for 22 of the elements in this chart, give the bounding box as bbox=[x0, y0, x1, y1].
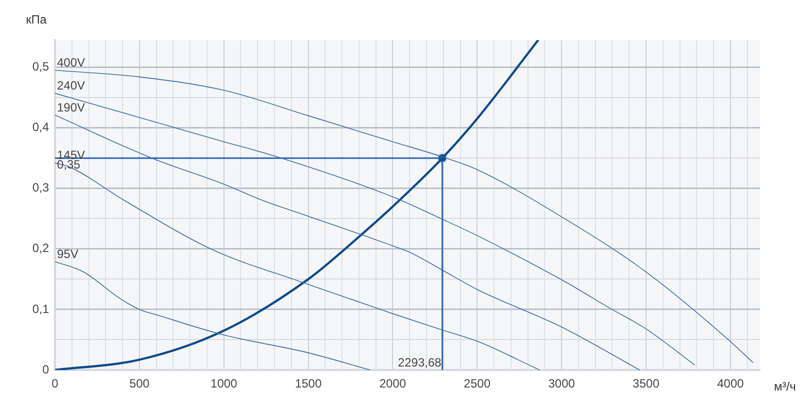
x-tick-label: 0 bbox=[52, 376, 59, 390]
y-axis-title: кПа bbox=[26, 12, 47, 26]
series-label: 400V bbox=[57, 56, 86, 70]
y-tick-label: 0 bbox=[42, 362, 50, 376]
x-tick-label: 3000 bbox=[548, 376, 576, 390]
x-axis-title: м³/ч bbox=[774, 379, 796, 394]
x-tick-label: 500 bbox=[129, 376, 150, 390]
series-label: 95V bbox=[57, 246, 78, 261]
x-tick-label: 1000 bbox=[210, 376, 238, 390]
series-label: 190V bbox=[57, 100, 86, 114]
y-tick-label: 0,2 bbox=[32, 241, 50, 256]
x-tick-label: 1500 bbox=[294, 376, 322, 390]
y-tick-label: 0,5 bbox=[32, 60, 50, 74]
x-tick-label: 3500 bbox=[632, 376, 660, 390]
x-tick-label: 4000 bbox=[717, 376, 744, 390]
series-label: 240V bbox=[57, 78, 86, 93]
annotation: 2293,68 bbox=[398, 355, 442, 370]
x-tick-label: 2000 bbox=[379, 376, 406, 390]
y-tick-label: 0,3 bbox=[32, 180, 50, 195]
x-tick-label: 2500 bbox=[464, 376, 491, 390]
y-tick-label: 0,4 bbox=[32, 120, 50, 134]
y-tick-label: 0,1 bbox=[32, 302, 50, 316]
